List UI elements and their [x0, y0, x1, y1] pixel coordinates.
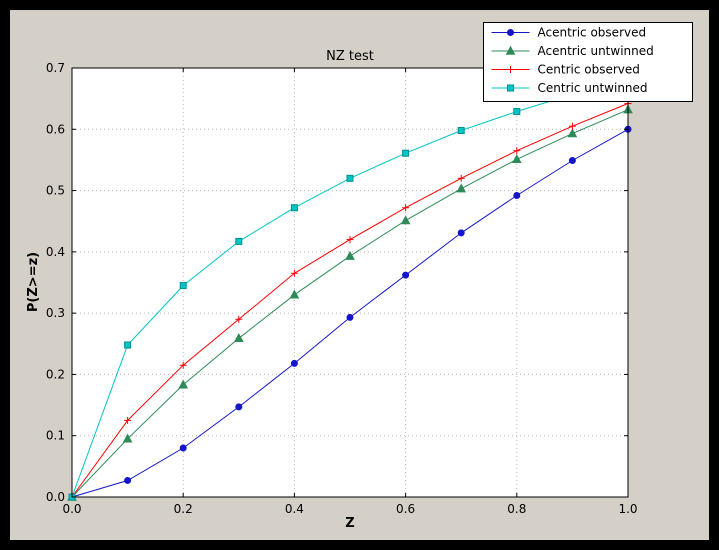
legend-item-acentric-observed: Acentric observed — [491, 26, 647, 40]
y-tick-label: 0.1 — [46, 429, 65, 443]
triangle-marker — [345, 250, 355, 260]
square-marker — [290, 204, 298, 212]
legend-label: Acentric observed — [538, 26, 647, 40]
triangle-marker — [567, 128, 578, 138]
x-tick-label: 0.6 — [396, 502, 415, 516]
x-tick-label: 1.0 — [618, 502, 637, 516]
axes-frame — [71, 67, 629, 498]
circle-marker — [402, 271, 410, 279]
y-tick-label: 0.0 — [46, 490, 65, 504]
y-tick-label: 0.4 — [46, 245, 65, 259]
x-tick-label: 0.4 — [285, 502, 304, 516]
square-marker — [402, 149, 410, 157]
legend: Acentric observed Acentric untwinned Centr… — [483, 22, 693, 102]
y-axis-label: P(Z>=z) — [26, 252, 41, 312]
triangle-marker — [400, 215, 411, 225]
y-tick-label: 0.2 — [46, 367, 65, 381]
circle-marker — [346, 313, 354, 321]
square-marker — [457, 127, 465, 135]
circle-marker — [457, 229, 465, 237]
triangle-marker — [178, 379, 189, 389]
y-tick-label: 0.5 — [46, 184, 65, 198]
y-tick-label: 0.3 — [46, 306, 65, 320]
square-marker — [513, 108, 521, 116]
x-tick-label: 0.2 — [174, 502, 193, 516]
legend-item-acentric-untwinned: Acentric untwinned — [491, 44, 654, 58]
axes: 0.0 0.2 0.4 0.6 0.8 1.0 0.0 0.1 0.2 0.3 0.4 0.5 0.6 0… — [46, 61, 638, 516]
legend-label: Acentric untwinned — [538, 44, 654, 58]
y-tick-label: 0.6 — [46, 122, 65, 136]
chart-title: NZ test — [326, 49, 374, 64]
x-tick-label: 0.0 — [62, 502, 81, 516]
triangle-marker — [122, 433, 133, 443]
triangle-marker — [456, 183, 467, 193]
legend-item-centric-untwinned: Centric untwinned — [491, 81, 648, 95]
square-marker — [179, 282, 187, 290]
square-marker — [235, 237, 243, 245]
triangle-marker — [289, 289, 300, 299]
square-marker — [507, 84, 514, 92]
legend-label: Centric untwinned — [538, 81, 648, 95]
triangle-marker — [505, 45, 516, 55]
legend-label: Centric observed — [538, 63, 640, 77]
circle-marker — [290, 359, 298, 367]
x-axis-label: Z — [345, 516, 354, 531]
circle-marker — [235, 403, 243, 411]
nz-test-chart: 0.0 0.2 0.4 0.6 0.8 1.0 0.0 0.1 0.2 0.3 0.4 0.5 0.6 0… — [26, 22, 693, 531]
legend-item-centric-observed: Centric observed — [491, 63, 640, 77]
circle-marker — [568, 157, 576, 165]
square-marker — [346, 174, 354, 182]
triangle-marker — [233, 333, 244, 342]
circle-marker — [513, 191, 521, 199]
square-marker — [124, 341, 132, 349]
x-tick-label: 0.8 — [507, 502, 526, 516]
y-tick-label: 0.7 — [46, 61, 65, 75]
triangle-marker — [511, 154, 522, 164]
circle-marker — [179, 444, 187, 452]
circle-marker — [124, 476, 132, 484]
circle-marker — [507, 29, 514, 36]
figure: 0.0 0.2 0.4 0.6 0.8 1.0 0.0 0.1 0.2 0.3 0.4 0.5 0.6 0… — [10, 10, 709, 540]
plot-area — [72, 68, 628, 497]
